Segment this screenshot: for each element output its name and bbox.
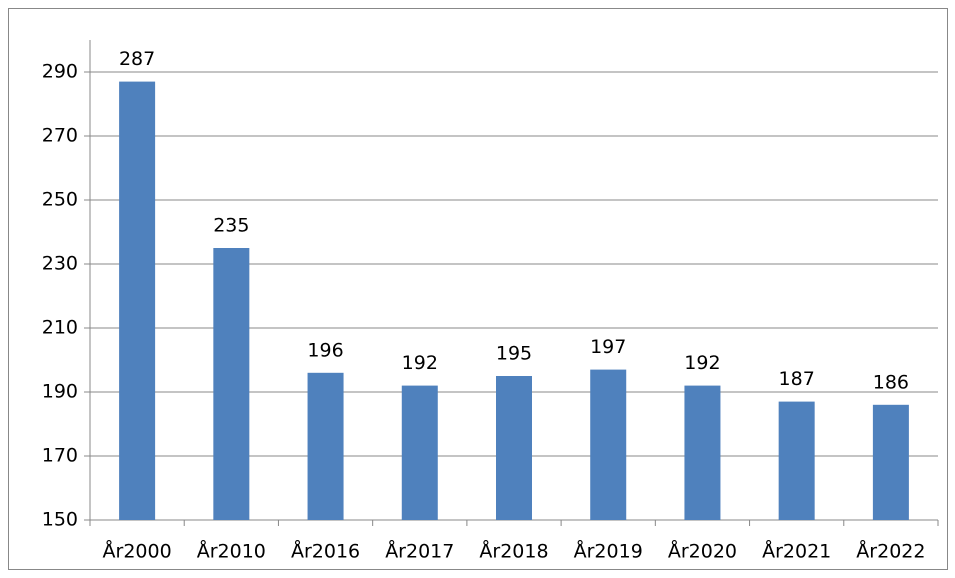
bar: [684, 385, 721, 520]
x-tick-label: År2000: [103, 540, 172, 563]
x-tick-label: År2016: [291, 540, 360, 563]
y-tick-label: 270: [42, 125, 78, 147]
bar: [496, 376, 532, 520]
data-label: 197: [590, 336, 626, 358]
bar: [590, 369, 627, 520]
y-tick-label: 250: [42, 189, 78, 211]
y-tick-label: 230: [42, 253, 78, 275]
x-tick-label: År2020: [668, 540, 737, 563]
x-tick-label: År2022: [856, 540, 925, 563]
data-label: 186: [873, 371, 909, 393]
x-tick-label: År2019: [574, 540, 643, 563]
data-label: 192: [402, 352, 438, 374]
y-tick-label: 290: [42, 61, 78, 83]
y-tick-label: 150: [42, 509, 78, 531]
x-tick-label: År2017: [385, 540, 454, 563]
data-label: 235: [213, 215, 249, 237]
data-label: 287: [119, 48, 155, 70]
data-label: 187: [779, 368, 815, 390]
x-tick-label: År2018: [479, 540, 548, 563]
x-tick-label: År2010: [197, 540, 266, 563]
bar: [213, 248, 250, 520]
bar: [119, 81, 156, 520]
bar: [307, 372, 344, 520]
y-tick-label: 190: [42, 381, 78, 403]
x-tick-label: År2021: [762, 540, 831, 563]
data-label: 196: [307, 339, 343, 361]
bar: [401, 385, 438, 520]
data-label: 195: [496, 343, 532, 365]
bar: [778, 401, 815, 520]
y-tick-label: 210: [42, 317, 78, 339]
y-tick-label: 170: [42, 445, 78, 467]
bar: [872, 404, 909, 520]
data-label: 192: [684, 352, 720, 374]
